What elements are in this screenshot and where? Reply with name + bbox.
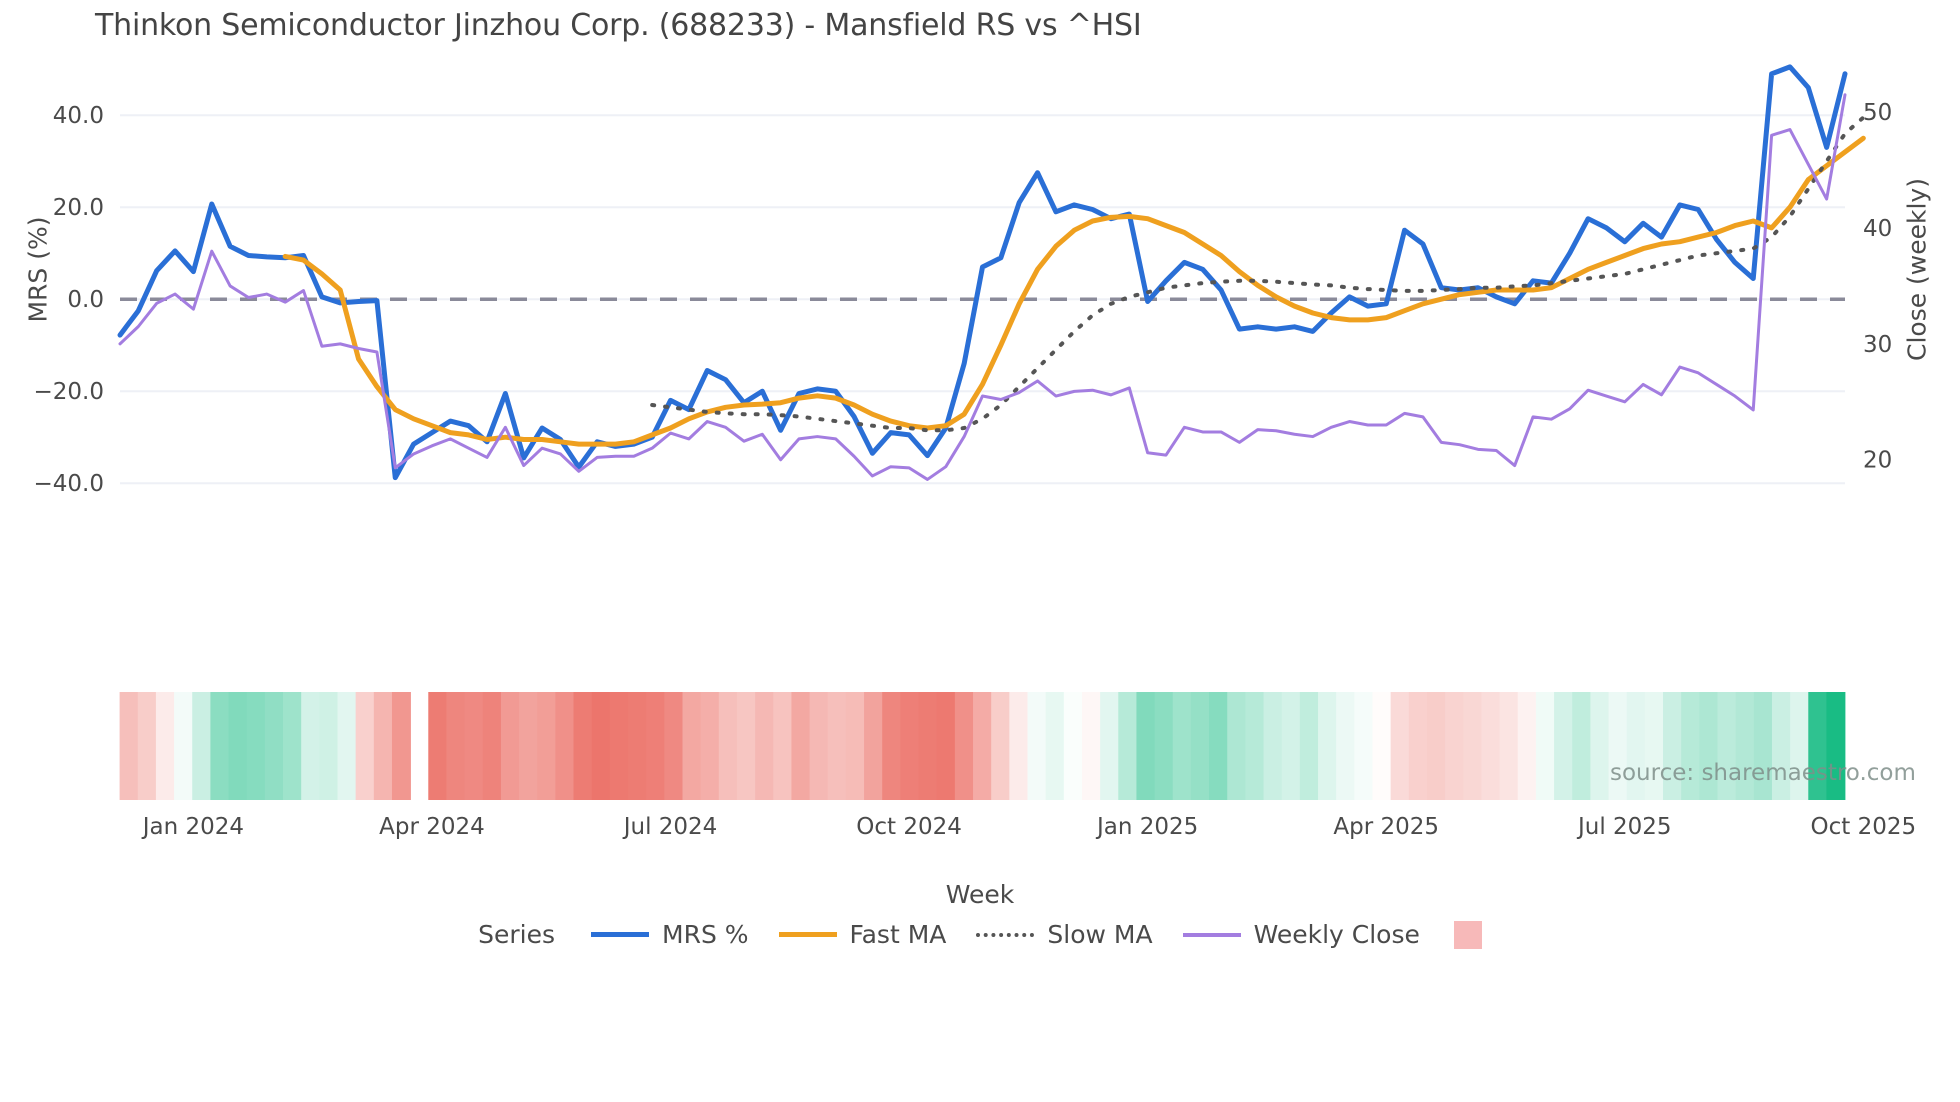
rs-momentum-heatmap [119, 692, 1846, 800]
svg-text:Jul 2025: Jul 2025 [1576, 814, 1672, 840]
legend-swatch-icon [976, 932, 1035, 937]
svg-text:30: 30 [1863, 332, 1892, 358]
svg-text:Apr 2025: Apr 2025 [1333, 814, 1439, 840]
legend-item-slow-ma[interactable]: Slow MA [976, 920, 1153, 949]
series-lines-group [117, 64, 1866, 481]
svg-text:Oct 2024: Oct 2024 [856, 814, 962, 840]
legend-heatmap-swatch [1453, 920, 1482, 949]
legend-title: Series [478, 920, 556, 949]
legend-label: Slow MA [1047, 920, 1153, 949]
plot-area: 40.0 20.0 0.0 −20.0 −40.0 50 40 30 20 Jan 2024 A… [34, 64, 1916, 840]
svg-text:Jan 2024: Jan 2024 [141, 814, 244, 840]
x-axis-ticks: Jan 2024 Apr 2024 Jul 2024 Oct 2024 Jan 2025… [141, 814, 1916, 840]
legend-label: Fast MA [849, 920, 947, 949]
legend-swatch-icon [1182, 932, 1241, 937]
legend-item-weekly-close[interactable]: Weekly Close [1182, 920, 1420, 949]
svg-text:20.0: 20.0 [53, 195, 104, 221]
series-line-mrs [117, 64, 1848, 481]
y-axis-right-ticks: 50 40 30 20 [1863, 100, 1892, 474]
legend-item-fast-ma[interactable]: Fast MA [778, 920, 947, 949]
svg-text:Jul 2024: Jul 2024 [622, 814, 718, 840]
y-axis-left-ticks: 40.0 20.0 0.0 −20.0 −40.0 [34, 103, 104, 497]
gridlines-group [120, 114, 1845, 485]
series-line-slow-ma [650, 115, 1866, 433]
svg-text:0.0: 0.0 [67, 287, 104, 313]
x-axis-title: Week [945, 880, 1015, 909]
legend-items: MRS % Fast MA Slow MA Weekly Close [591, 920, 1450, 949]
series-line-fast-ma [282, 135, 1866, 447]
svg-text:20: 20 [1863, 448, 1892, 474]
legend-swatch-icon [778, 932, 837, 937]
svg-text:Oct 2025: Oct 2025 [1811, 814, 1917, 840]
svg-text:−20.0: −20.0 [34, 379, 104, 405]
chart-legend: Series MRS % Fast MA Slow MA Weekly Close [0, 920, 1960, 949]
legend-label: MRS % [662, 920, 749, 949]
svg-text:40.0: 40.0 [53, 103, 104, 129]
series-line-weekly-close [118, 93, 1847, 481]
legend-swatch-icon [591, 932, 650, 937]
legend-item-mrs[interactable]: MRS % [591, 920, 749, 949]
svg-text:Jan 2025: Jan 2025 [1095, 814, 1198, 840]
source-watermark: source: sharemaestro.com [1610, 760, 1916, 786]
svg-text:50: 50 [1863, 100, 1892, 126]
svg-text:−40.0: −40.0 [34, 471, 104, 497]
svg-text:40: 40 [1863, 216, 1892, 242]
chart-title: Thinkon Semiconductor Jinzhou Corp. (688… [95, 8, 1142, 43]
legend-label: Weekly Close [1253, 920, 1420, 949]
svg-text:Apr 2024: Apr 2024 [379, 814, 485, 840]
